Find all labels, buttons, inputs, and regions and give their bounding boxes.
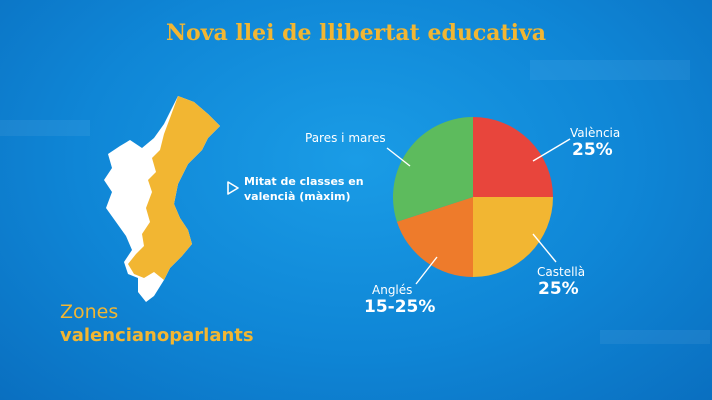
note-line1: Mitat de classes en: [244, 175, 364, 188]
slice-label-pares-i-mares: Pares i mares: [305, 131, 386, 145]
zones-legend: Zones valencianoparlants: [60, 301, 254, 347]
pie-slice-castella: [473, 197, 553, 277]
page-title: Nova llei de llibertat educativa: [165, 20, 547, 46]
pie-slice-valencia: [473, 117, 553, 197]
background-stripe: [0, 120, 90, 136]
map-valencian-zone: [128, 96, 220, 280]
play-arrow-icon: [227, 181, 239, 195]
slice-label-valencia: València: [570, 126, 621, 140]
leader-line-valencia: [532, 138, 571, 162]
pie-slices: [392, 117, 553, 277]
slice-label-castella: Castellà: [537, 265, 586, 279]
leader-line-castella: [532, 233, 557, 263]
slice-value-valencia: 25%: [572, 140, 613, 160]
pie-slice-angles: [396, 197, 473, 277]
slice-value-angles: 15-25%: [364, 297, 436, 317]
leader-line-angles: [415, 256, 438, 285]
slice-label-angles: Anglés: [372, 283, 413, 297]
background-stripe: [530, 60, 690, 80]
leader-line-pares-i-mares: [386, 147, 411, 167]
zones-legend-line1: Zones: [60, 301, 119, 323]
note-text: Mitat de classes en valencià (màxim): [244, 174, 364, 204]
note-line2: valencià (màxim): [244, 190, 351, 203]
slice-value-castella: 25%: [538, 279, 579, 299]
pie-leaders: [386, 138, 571, 285]
background-stripe: [600, 330, 710, 344]
zones-legend-line2: valencianoparlants: [60, 325, 254, 346]
pie-slice-pares-i-mares: [392, 117, 473, 222]
valencia-map: [104, 96, 220, 302]
